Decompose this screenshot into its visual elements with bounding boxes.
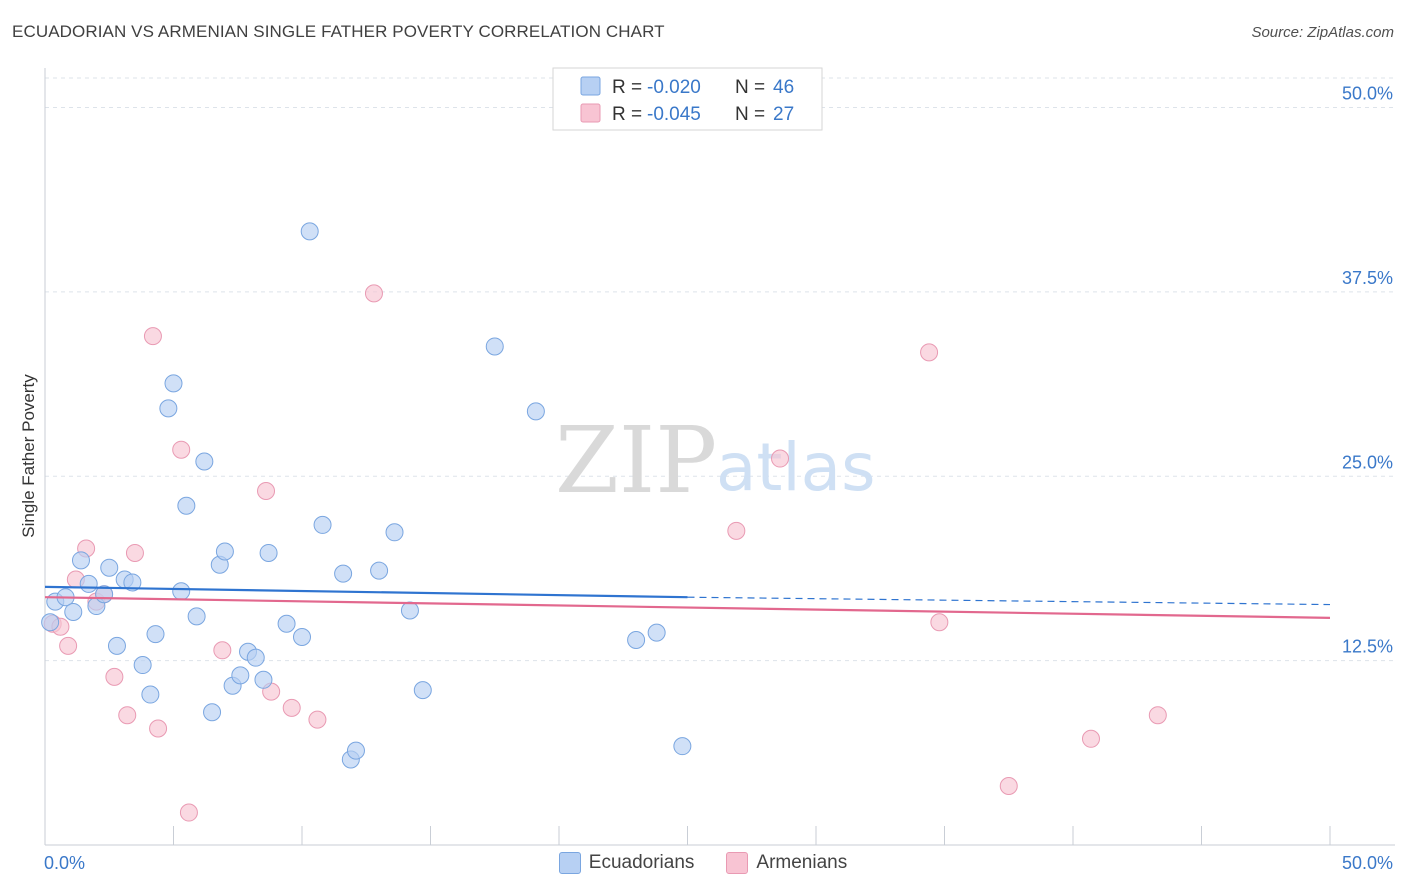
- ecuadorians-point-12[interactable]: [141, 685, 160, 704]
- armenians-point-21[interactable]: [771, 449, 790, 468]
- watermark-atlas: atlas: [716, 429, 876, 506]
- ecuadorians-point-44[interactable]: [673, 737, 692, 756]
- ecuadorians-trend-extension: [687, 596, 1331, 606]
- ecuadorians-point-38[interactable]: [400, 601, 419, 620]
- armenians-point-23[interactable]: [930, 613, 949, 632]
- ecuadorians-label: Ecuadorians: [588, 852, 695, 873]
- source-label: Source: ZipAtlas.com: [1251, 24, 1394, 41]
- y-tick-label-0: 12.5%: [1342, 637, 1393, 657]
- legend-swatch-armenians: [580, 103, 601, 123]
- axes: [44, 68, 1395, 846]
- ecuadorians-point-29[interactable]: [277, 614, 296, 633]
- legend-n-label-ecuadorians: N =: [735, 77, 770, 98]
- ecuadorians-point-10[interactable]: [123, 573, 142, 592]
- watermark: ZIP atlas: [555, 407, 876, 514]
- armenians-point-20[interactable]: [727, 521, 746, 540]
- ecuadorians-point-16[interactable]: [172, 582, 191, 601]
- armenians-point-14[interactable]: [213, 641, 232, 660]
- armenians-point-26[interactable]: [1148, 706, 1167, 725]
- ecuadorians-point-40[interactable]: [485, 337, 504, 356]
- armenians-point-15[interactable]: [257, 482, 276, 500]
- ecuadorians-point-2[interactable]: [64, 602, 83, 621]
- x-ticks: [44, 826, 1331, 845]
- ecuadorians-point-26[interactable]: [246, 648, 265, 667]
- ecuadorians-point-42[interactable]: [627, 630, 646, 649]
- ecuadorians-point-45[interactable]: [41, 613, 60, 632]
- legend-n-label-armenians: N =: [735, 104, 770, 125]
- ecuadorians-point-28[interactable]: [259, 543, 278, 562]
- watermark-zip: ZIP: [555, 407, 717, 514]
- ecuadorians-point-43[interactable]: [647, 623, 666, 642]
- grid-lines: [45, 77, 1395, 662]
- ecuadorians-point-4[interactable]: [79, 574, 98, 593]
- ecuadorians-point-3[interactable]: [71, 551, 90, 570]
- ecuadorians-point-20[interactable]: [203, 703, 222, 722]
- y-axis-label: Single Father Poverty: [19, 374, 38, 538]
- y-tick-label-3: 50.0%: [1342, 84, 1393, 104]
- legend-r-label-armenians: R =: [612, 104, 647, 125]
- y-tick-labels: 12.5% 25.0% 37.5% 50.0%: [1342, 84, 1393, 657]
- correlation-legend: R = -0.020 N = 46 R = -0.045 N = 27: [552, 67, 823, 131]
- x-tick-label-max: 50.0%: [1342, 853, 1393, 873]
- legend-swatch-ecuadorians: [580, 76, 601, 96]
- armenians-swatch: [726, 852, 749, 874]
- y-tick-label-2: 37.5%: [1342, 268, 1393, 288]
- ecuadorians-point-32[interactable]: [313, 515, 332, 534]
- bottom-legend: Ecuadorians Armenians: [0, 852, 1406, 874]
- armenians-point-9[interactable]: [125, 543, 144, 562]
- legend-item-ecuadorians[interactable]: Ecuadorians: [558, 852, 695, 874]
- trend-lines: [44, 585, 1331, 619]
- armenians-point-22[interactable]: [920, 343, 939, 362]
- ecuadorians-point-22[interactable]: [215, 542, 234, 561]
- armenians-point-24[interactable]: [999, 777, 1018, 795]
- ecuadorians-point-39[interactable]: [413, 681, 432, 700]
- legend-n-value-armenians: 27: [773, 104, 794, 125]
- ecuadorians-trend-line: [44, 585, 688, 599]
- ecuadorians-point-18[interactable]: [187, 607, 206, 626]
- series-armenians: [43, 284, 1167, 822]
- ecuadorians-point-7[interactable]: [100, 558, 119, 577]
- ecuadorians-swatch: [558, 852, 581, 874]
- armenians-point-25[interactable]: [1081, 729, 1100, 748]
- ecuadorians-point-27[interactable]: [254, 670, 273, 689]
- x-tick-label-min: 0.0%: [44, 853, 85, 873]
- armenians-point-11[interactable]: [149, 719, 168, 738]
- ecuadorians-point-8[interactable]: [107, 636, 126, 655]
- ecuadorians-point-14[interactable]: [159, 399, 178, 418]
- ecuadorians-point-15[interactable]: [164, 374, 183, 393]
- armenians-point-19[interactable]: [364, 284, 383, 303]
- armenians-point-12[interactable]: [172, 440, 191, 459]
- legend-item-armenians[interactable]: Armenians: [726, 852, 847, 874]
- legend-n-value-ecuadorians: 46: [773, 77, 794, 98]
- legend-r-value-ecuadorians: -0.020: [647, 77, 701, 98]
- ecuadorians-point-11[interactable]: [133, 656, 152, 675]
- ecuadorians-point-30[interactable]: [293, 628, 311, 647]
- ecuadorians-point-19[interactable]: [195, 452, 214, 471]
- ecuadorians-point-17[interactable]: [177, 496, 196, 515]
- ecuadorians-point-33[interactable]: [334, 564, 353, 583]
- armenians-point-2[interactable]: [59, 636, 78, 655]
- armenians-point-17[interactable]: [282, 698, 301, 717]
- armenians-point-18[interactable]: [308, 710, 327, 729]
- ecuadorians-point-37[interactable]: [385, 523, 404, 542]
- armenians-label: Armenians: [756, 852, 848, 873]
- ecuadorians-point-36[interactable]: [370, 561, 389, 580]
- ecuadorians-point-41[interactable]: [526, 402, 545, 421]
- chart-title: ECUADORIAN VS ARMENIAN SINGLE FATHER POV…: [12, 22, 665, 41]
- ecuadorians-point-35[interactable]: [346, 741, 365, 760]
- armenians-point-13[interactable]: [179, 803, 198, 822]
- ecuadorians-point-31[interactable]: [300, 222, 319, 241]
- armenians-point-7[interactable]: [105, 667, 124, 686]
- armenians-point-8[interactable]: [118, 706, 137, 725]
- y-tick-label-1: 25.0%: [1342, 452, 1393, 472]
- legend-r-label-ecuadorians: R =: [612, 77, 647, 98]
- legend-r-value-armenians: -0.045: [647, 104, 701, 125]
- armenians-point-10[interactable]: [143, 327, 162, 346]
- ecuadorians-point-24[interactable]: [231, 666, 250, 685]
- ecuadorians-point-13[interactable]: [146, 625, 165, 644]
- armenians-trend-line: [44, 596, 1331, 619]
